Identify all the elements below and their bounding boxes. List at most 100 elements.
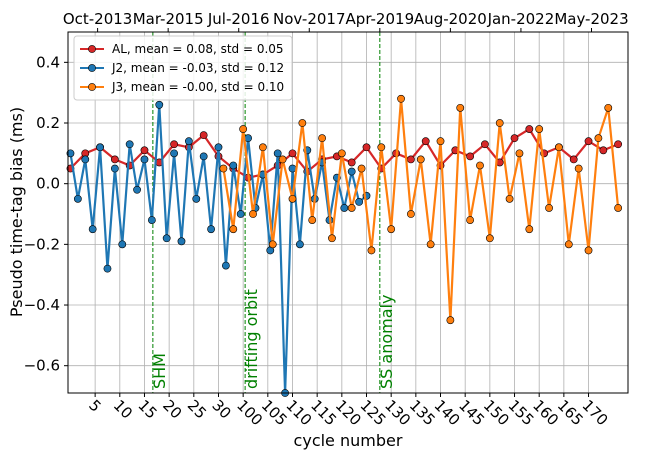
x-tick-label: 105 [258, 396, 291, 429]
data-point [555, 143, 563, 152]
legend-marker [88, 45, 96, 53]
data-point [239, 125, 248, 133]
data-point [340, 204, 349, 212]
x-tick-label: 170 [579, 396, 612, 429]
data-point [545, 204, 553, 212]
data-point [155, 100, 164, 109]
y-tick-label: 0.2 [36, 114, 60, 132]
data-point [170, 140, 178, 149]
data-point [288, 149, 297, 158]
data-point [73, 194, 82, 203]
data-point [535, 125, 544, 133]
legend-box [73, 35, 293, 101]
data-point [476, 161, 484, 170]
data-point [207, 225, 215, 234]
data-point [96, 143, 104, 152]
data-point [162, 234, 171, 243]
data-point [140, 155, 149, 164]
x-tick-label: 135 [406, 396, 439, 429]
data-point [118, 240, 127, 249]
x-tick-label: 20 [159, 396, 185, 422]
data-point [347, 204, 356, 212]
data-point [221, 261, 230, 270]
x-tick-label: 15 [134, 396, 160, 422]
data-point [337, 149, 346, 158]
data-point [574, 164, 583, 173]
data-point [525, 225, 534, 234]
data-point [199, 152, 208, 161]
data-point [436, 137, 445, 146]
data-point [584, 137, 593, 146]
data-point [184, 137, 193, 146]
x2-tick-label: Aug-2020 [414, 10, 487, 28]
data-point [407, 155, 415, 164]
x-tick-label: 155 [505, 396, 538, 429]
data-point [466, 216, 475, 224]
data-point [199, 131, 208, 140]
data-point [510, 134, 519, 143]
x-axis-label: cycle number [294, 431, 403, 450]
y-tick-label: 0.0 [36, 175, 60, 193]
data-point [177, 237, 186, 246]
data-point [357, 164, 366, 173]
data-point [298, 119, 307, 127]
data-point [421, 137, 430, 146]
data-point [355, 197, 364, 206]
x-tick-label: 160 [529, 396, 562, 429]
event-label: drifting orbit [242, 289, 261, 389]
data-point [273, 149, 282, 158]
x-tick-label: 165 [554, 396, 587, 429]
data-point [66, 149, 75, 158]
data-point [229, 225, 238, 234]
data-point [103, 264, 112, 273]
data-point [249, 210, 257, 218]
x2-tick-label: Jul-2016 [207, 10, 270, 28]
data-point [214, 143, 223, 152]
data-point [481, 140, 489, 149]
data-point [229, 161, 238, 170]
x2-tick-label: Jan-2022 [487, 10, 555, 28]
data-point [258, 143, 267, 152]
data-point [584, 246, 593, 255]
data-point [525, 125, 534, 133]
data-point [485, 234, 494, 243]
y-tick-label: 0.4 [36, 53, 60, 71]
x-tick-label: 120 [332, 396, 365, 429]
x-tick-label: 125 [356, 396, 389, 429]
x2-tick-label: May-2023 [554, 10, 628, 28]
legend-label: J2, mean = -0.03, std = 0.12 [111, 61, 284, 75]
data-point [564, 240, 573, 249]
data-point [347, 167, 356, 176]
y-tick-label: −0.6 [24, 357, 60, 375]
data-point [308, 216, 317, 224]
y-tick-label: −0.4 [24, 296, 60, 314]
x-tick-label: 10 [110, 396, 136, 422]
x-tick-label: 25 [184, 396, 210, 422]
data-point [446, 316, 455, 325]
data-point [192, 194, 201, 203]
x2-tick-label: Mar-2015 [133, 10, 204, 28]
x2-tick-label: Oct-2013 [63, 10, 133, 28]
legend-marker [88, 83, 96, 91]
data-point [599, 146, 608, 155]
data-point [614, 140, 623, 149]
x-tick-label: 5 [85, 396, 104, 415]
legend-label: J3, mean = -0.00, std = 0.10 [111, 80, 284, 94]
data-point [147, 216, 156, 224]
data-point [110, 155, 119, 164]
x-tick-label: 115 [307, 396, 340, 429]
event-label: SS anomaly [377, 295, 396, 389]
data-point [407, 210, 415, 218]
data-point [236, 210, 245, 218]
data-point [505, 194, 514, 203]
legend-label: AL, mean = 0.08, std = 0.05 [112, 42, 284, 56]
data-point [456, 103, 465, 112]
x-tick-label: 110 [282, 396, 315, 429]
data-point [81, 155, 90, 164]
y-axis-label: Pseudo time-tag bias (ms) [7, 107, 26, 317]
data-point [278, 155, 287, 164]
data-point [362, 143, 371, 152]
data-point [594, 134, 603, 143]
event-label: SHM [150, 353, 169, 389]
